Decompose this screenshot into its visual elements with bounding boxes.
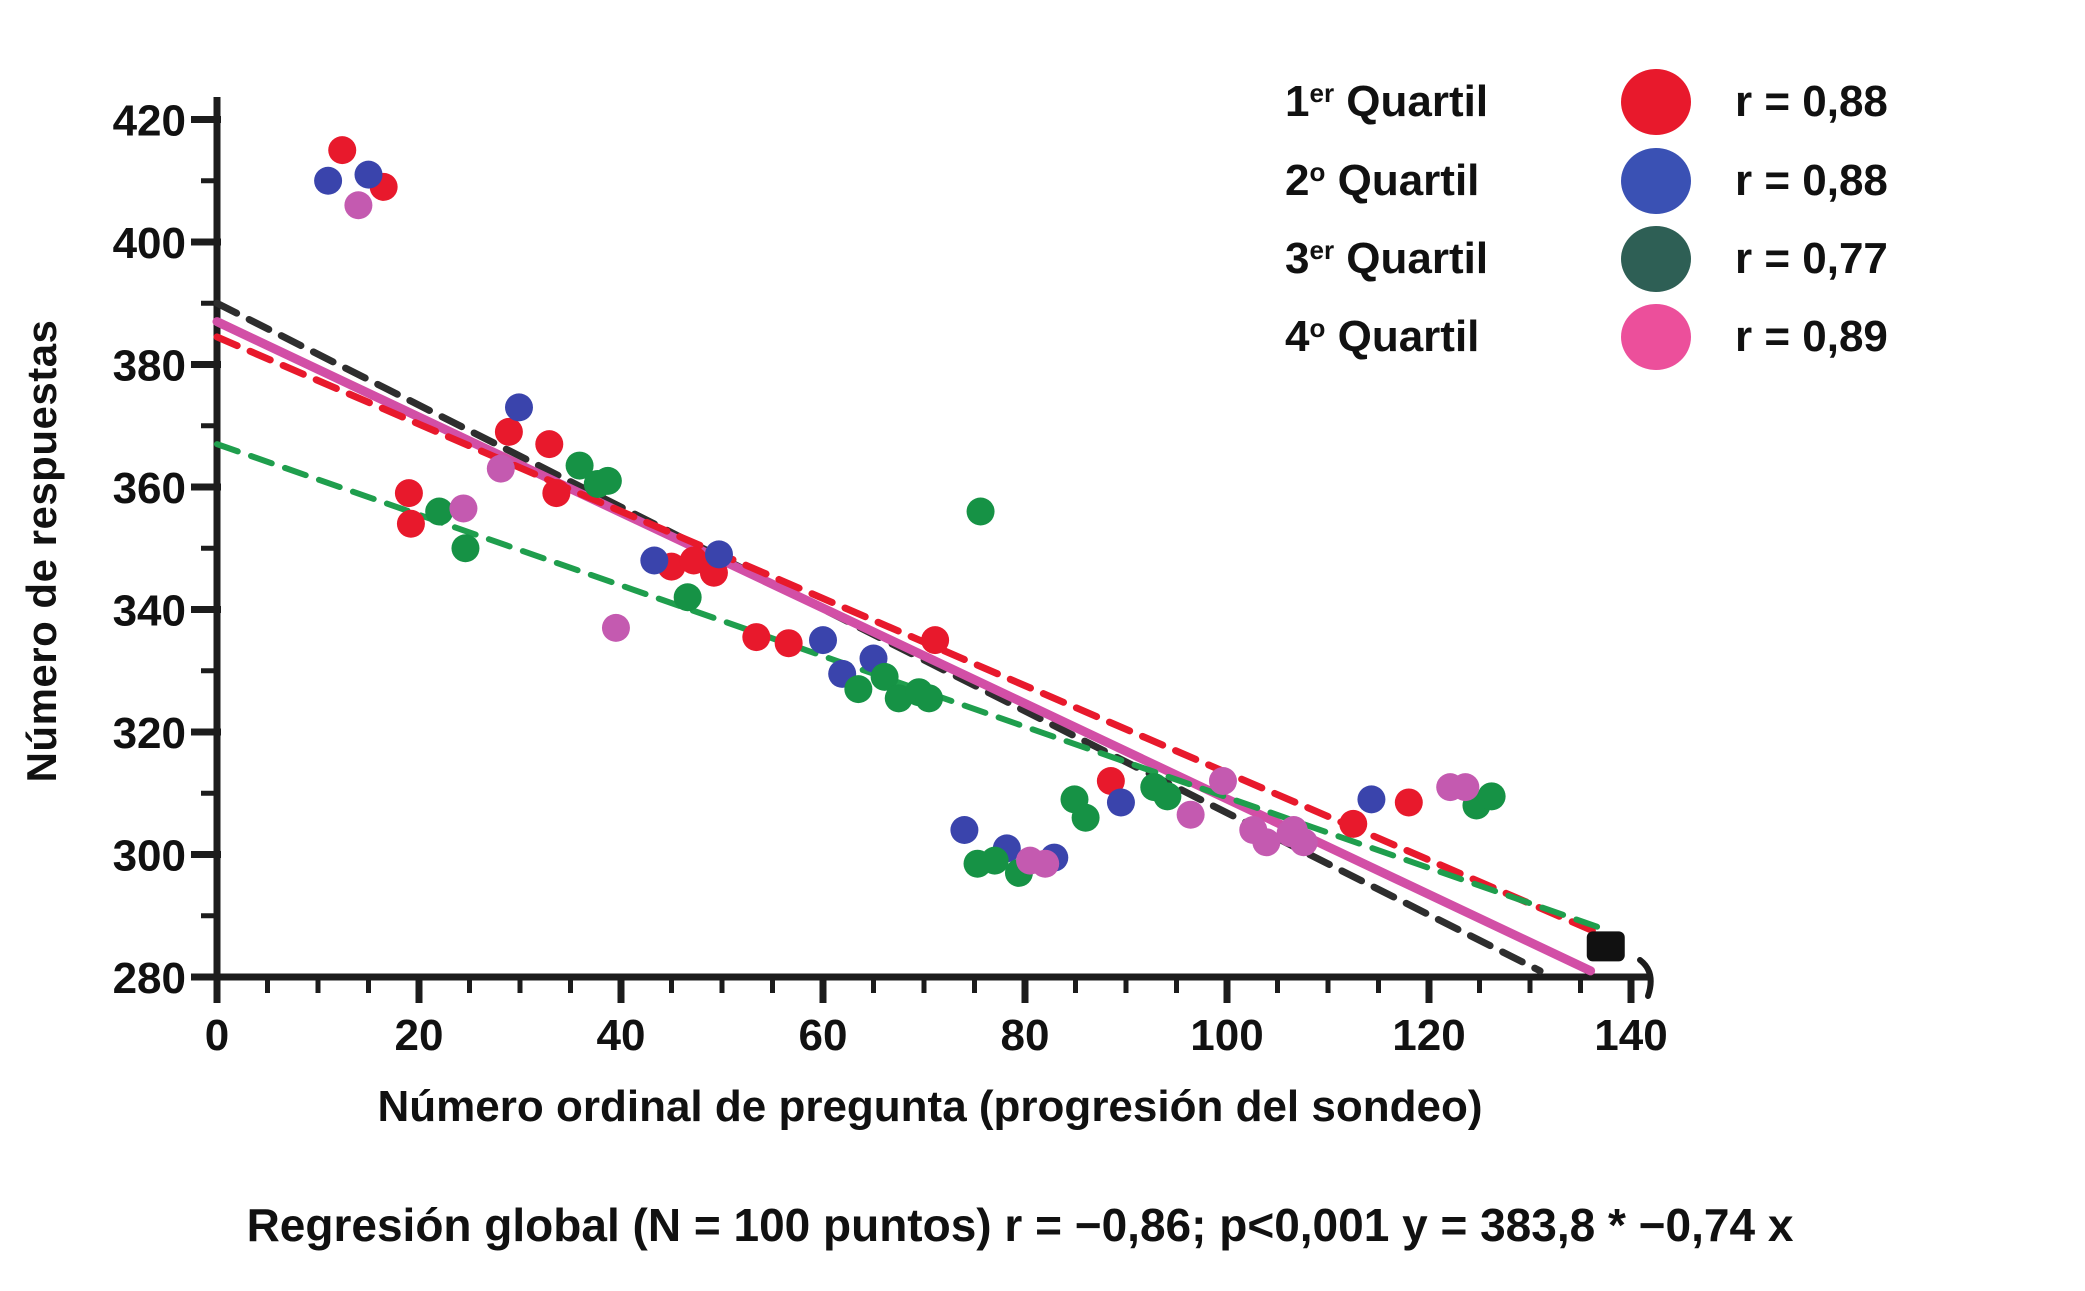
legend-r-value: r = 0,77 [1735, 234, 1888, 283]
scatter-point-quartil-1 [1096, 767, 1125, 795]
x-tick-label: 120 [1392, 1011, 1465, 1060]
x-tick-label: 40 [597, 1011, 646, 1060]
y-tick-label: 320 [113, 709, 186, 758]
legend-r-value: r = 0,88 [1735, 156, 1888, 205]
scatter-point-quartil-1 [1394, 788, 1423, 817]
scatter-point-quartil-4 [1451, 773, 1480, 802]
scatter-point-quartil-4 [1289, 828, 1318, 857]
legend-row-quartil-3: 3er Quartil r = 0,77 [1285, 223, 1925, 295]
scatter-point-quartil-4 [486, 454, 515, 483]
quartil-4-swatch-icon [1621, 304, 1691, 370]
quartil-3-swatch-icon [1621, 226, 1691, 292]
scatter-point-quartil-3 [1153, 782, 1182, 811]
global-regression-caption: Regresión global (N = 100 puntos) r = −0… [246, 1199, 1794, 1251]
scatter-point-quartil-3 [844, 675, 873, 704]
legend-row-quartil-1: 1er Quartil r = 0,88 [1285, 66, 1925, 138]
x-axis-title: Número ordinal de pregunta (progresión d… [377, 1082, 1483, 1131]
scatter-point-quartil-4 [1208, 767, 1237, 795]
scatter-point-quartil-3 [966, 497, 995, 526]
y-axis-title: Número de respuestas [18, 319, 65, 783]
scatter-point-quartil-3 [425, 497, 454, 526]
scatter-point-quartil-2 [314, 166, 343, 195]
scatter-point-quartil-1 [1339, 809, 1368, 838]
scatter-point-quartil-1 [535, 430, 564, 459]
quartil-1-regression-line [213, 333, 1605, 938]
scatter-point-quartil-4 [1252, 828, 1281, 857]
scatter-point-quartil-4 [449, 494, 478, 523]
x-tick-label: 60 [799, 1011, 848, 1060]
x-tick-label: 80 [1001, 1011, 1050, 1060]
scatter-point-quartil-2 [640, 546, 669, 575]
legend-label: 1er Quartil [1285, 77, 1489, 126]
legend-r-value: r = 0,89 [1735, 312, 1888, 361]
scatter-point-quartil-1 [394, 479, 423, 508]
scatter-point-quartil-4 [344, 191, 373, 220]
legend-row-quartil-2: 2o Quartil r = 0,88 [1285, 145, 1925, 217]
scatter-point-quartil-4 [1176, 800, 1205, 829]
legend-label: 4o Quartil [1285, 312, 1480, 361]
x-tick-label: 20 [395, 1011, 444, 1060]
y-tick-label: 360 [113, 464, 186, 513]
quartil-2-swatch-icon [1621, 148, 1691, 214]
scatter-point-quartil-1 [396, 509, 425, 538]
scatter-point-quartil-2 [354, 160, 383, 189]
legend-label: 2o Quartil [1285, 156, 1480, 205]
x-axis-end-mark [1637, 957, 1654, 999]
scatter-point-quartil-2 [504, 393, 533, 422]
x-tick-label: 0 [205, 1011, 229, 1060]
scatter-point-quartil-2 [1357, 785, 1386, 814]
regression-end-square-marker [1586, 931, 1625, 962]
legend-r-value: r = 0,88 [1735, 77, 1888, 126]
scatter-point-quartil-3 [1071, 803, 1100, 832]
scatter-point-quartil-1 [328, 136, 357, 165]
scatter-point-quartil-3 [1477, 782, 1506, 811]
x-tick-label: 100 [1190, 1011, 1263, 1060]
scatter-point-quartil-4 [1031, 849, 1060, 878]
y-tick-label: 400 [113, 219, 186, 268]
scatter-point-quartil-3 [980, 846, 1009, 875]
y-tick-label: 340 [113, 587, 186, 636]
scatter-point-quartil-1 [742, 623, 771, 652]
x-tick-label: 140 [1594, 1011, 1667, 1060]
scatter-point-quartil-3 [870, 662, 899, 691]
quartil-4-regression-line [212, 317, 1596, 976]
scatter-point-quartil-2 [809, 626, 837, 655]
scatter-point-quartil-3 [673, 583, 702, 612]
scatter-point-quartil-3 [451, 534, 480, 563]
quartil-1-swatch-icon [1621, 69, 1691, 135]
y-tick-label: 420 [113, 97, 186, 146]
scatter-point-quartil-3 [565, 451, 594, 480]
scatter-point-quartil-4 [601, 613, 630, 642]
y-tick-label: 380 [113, 342, 186, 391]
scatter-point-quartil-2 [1106, 788, 1135, 817]
scatter-point-quartil-1 [494, 417, 523, 446]
scatter-point-quartil-2 [704, 540, 733, 569]
legend-row-quartil-4: 4o Quartil r = 0,89 [1285, 301, 1925, 373]
scatter-point-quartil-3 [593, 466, 622, 495]
legend-label: 3er Quartil [1285, 234, 1489, 283]
scatter-point-quartil-1 [774, 629, 803, 658]
y-tick-label: 300 [113, 832, 186, 881]
scatter-point-quartil-3 [915, 684, 944, 713]
scatter-point-quartil-1 [679, 546, 708, 575]
scatter-point-quartil-1 [921, 626, 950, 655]
y-tick-label: 280 [113, 954, 186, 1003]
scatter-point-quartil-1 [542, 479, 571, 508]
scatter-point-quartil-2 [950, 816, 979, 844]
